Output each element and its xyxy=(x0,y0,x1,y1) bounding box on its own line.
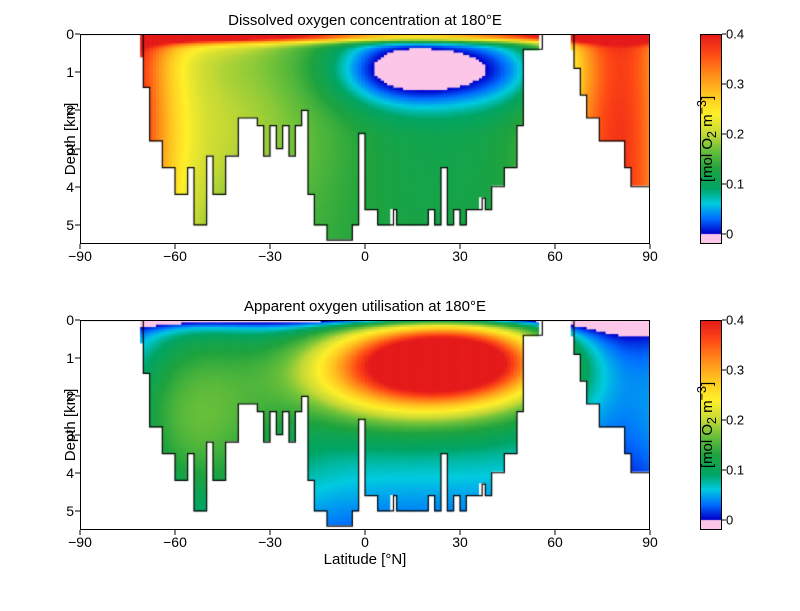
xtick-label: 90 xyxy=(642,248,658,264)
cbar-tick-label: 0 xyxy=(726,227,733,242)
cbar-tick-label: 0.1 xyxy=(726,463,744,478)
panel-bottom: −90−60−300306090012345Apparent oxygen ut… xyxy=(80,320,650,530)
xtick-label: 0 xyxy=(361,248,369,264)
axes-box-bottom xyxy=(80,320,650,530)
ylabel: Depth [km] xyxy=(62,103,79,176)
figure: −90−60−300306090012345Dissolved oxygen c… xyxy=(0,0,800,611)
panel-title-bottom: Apparent oxygen utilisation at 180°E xyxy=(80,298,650,315)
colorbar-bottom: 00.10.20.30.4[mol O2 m−3] xyxy=(700,320,722,530)
ytick-label: 1 xyxy=(66,350,74,366)
xlabel: Latitude [°N] xyxy=(80,551,650,568)
cbar-tick-label: 0.2 xyxy=(726,413,744,428)
ytick-label: 0 xyxy=(66,312,74,328)
cbar-tick-label: 0.3 xyxy=(726,77,744,92)
ytick-label: 5 xyxy=(66,217,74,233)
xtick-label: 60 xyxy=(547,534,563,550)
cbar-tick-label: 0 xyxy=(726,513,733,528)
xtick-label: −90 xyxy=(68,248,92,264)
xtick-label: 0 xyxy=(361,534,369,550)
cbar-tick-label: 0.4 xyxy=(726,27,744,42)
cbar-tick-label: 0.2 xyxy=(726,127,744,142)
xtick-label: 30 xyxy=(452,534,468,550)
xtick-label: 90 xyxy=(642,534,658,550)
ytick-label: 4 xyxy=(66,179,74,195)
cbar-tick-label: 0.3 xyxy=(726,363,744,378)
cbar-tick-label: 0.4 xyxy=(726,313,744,328)
axes-box-top xyxy=(80,34,650,244)
ytick-label: 0 xyxy=(66,26,74,42)
ytick-label: 4 xyxy=(66,465,74,481)
xtick-label: −60 xyxy=(163,534,187,550)
xtick-label: −30 xyxy=(258,248,282,264)
ytick-label: 5 xyxy=(66,503,74,519)
xtick-label: 30 xyxy=(452,248,468,264)
panel-top: −90−60−300306090012345Dissolved oxygen c… xyxy=(80,34,650,244)
ylabel: Depth [km] xyxy=(62,389,79,462)
xtick-label: 60 xyxy=(547,248,563,264)
colorbar-label: [mol O2 m−3] xyxy=(695,96,719,182)
xtick-label: −90 xyxy=(68,534,92,550)
colorbar-label: [mol O2 m−3] xyxy=(695,382,719,468)
panel-title-top: Dissolved oxygen concentration at 180°E xyxy=(80,12,650,29)
xtick-label: −30 xyxy=(258,534,282,550)
ytick-label: 1 xyxy=(66,64,74,80)
xtick-label: −60 xyxy=(163,248,187,264)
colorbar-top: 00.10.20.30.4[mol O2 m−3] xyxy=(700,34,722,244)
cbar-tick-label: 0.1 xyxy=(726,177,744,192)
